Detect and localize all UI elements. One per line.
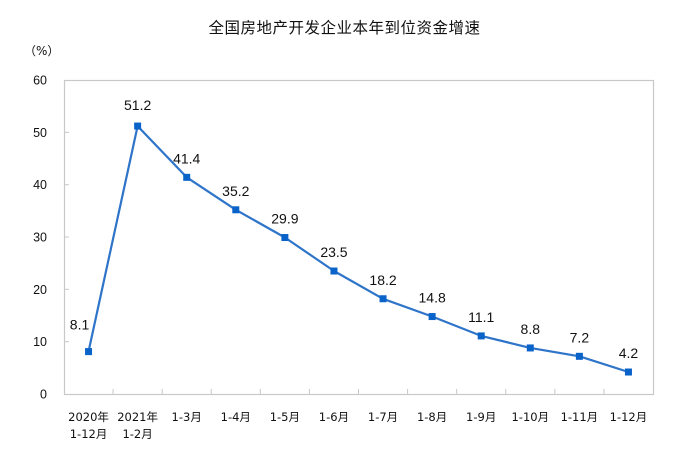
x-axis-category-label: 2020年 [68,410,109,424]
x-axis-category-label: 1-8月 [417,410,447,424]
data-point-marker [477,332,485,340]
data-point-label: 11.1 [468,309,494,325]
data-point-marker [232,206,240,214]
x-axis-category-label: 1-4月 [221,410,251,424]
data-point-marker [330,267,338,275]
data-point-label: 8.1 [70,317,90,333]
y-axis-tick-label: 60 [33,74,47,88]
x-axis-category-label: 1-12月 [70,427,108,441]
x-axis-category-label: 1-2月 [122,427,152,441]
x-axis-category-label: 1-9月 [466,410,496,424]
x-axis-category-label: 1-3月 [172,410,202,424]
data-point-marker [379,295,387,303]
y-axis-tick-label: 0 [40,388,47,402]
chart-title: 全国房地产开发企业本年到位资金增速 [208,19,481,37]
data-point-label: 29.9 [271,211,298,227]
data-point-marker [134,122,142,130]
data-point-label: 41.4 [173,150,200,166]
x-axis-category-label: 1-7月 [368,410,398,424]
data-point-label: 4.2 [619,345,639,361]
x-axis-category-label: 1-11月 [561,410,599,424]
data-point-label: 14.8 [419,290,446,306]
data-point-marker [281,234,289,242]
data-labels: 8.1 51.2 41.4 35.2 29.9 23.5 18.2 14.8 11.1 8.8 7.… [70,97,639,361]
data-point-label: 51.2 [124,97,151,113]
x-axis-category-label: 1-10月 [511,410,549,424]
y-axis-tick-label: 40 [33,178,47,192]
data-point-label: 8.8 [521,321,541,337]
y-axis-tick-label: 50 [33,126,47,140]
data-series [85,122,632,376]
data-point-label: 35.2 [222,183,249,199]
x-axis-category-label: 1-12月 [610,410,648,424]
data-point-label: 23.5 [320,244,347,260]
data-point-marker [85,348,93,356]
x-axis-labels: 2020年 1-12月 2021年 1-2月 1-3月 1-4月 1-5月 1-6月 1-7月 1… [68,410,647,441]
data-point-marker [624,368,632,376]
data-point-label: 18.2 [369,272,396,288]
y-axis-tick-label: 30 [33,231,47,245]
x-axis-category-label: 1-6月 [319,410,349,424]
y-axis-tick-label: 20 [33,283,47,297]
data-point-marker [428,313,436,321]
y-axis-unit-label: （%） [24,44,60,58]
x-axis-category-label: 2021年 [117,410,158,424]
y-axis-ticks: 0 10 20 30 40 50 60 [33,74,47,402]
data-point-marker [183,173,191,181]
data-point-marker [575,352,583,360]
series-line [87,124,629,374]
data-point-marker [526,344,534,352]
plot-area-frame [63,79,655,396]
data-point-label: 7.2 [570,329,590,345]
x-axis-category-label: 1-5月 [270,410,300,424]
y-axis-tick-label: 10 [33,335,47,349]
chart-axes [63,79,655,396]
